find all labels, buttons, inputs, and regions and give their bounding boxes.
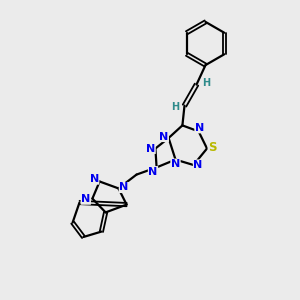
- Text: N: N: [194, 160, 202, 170]
- Text: N: N: [90, 174, 99, 184]
- Text: H: H: [171, 102, 179, 112]
- Text: N: N: [159, 131, 168, 142]
- Text: N: N: [119, 182, 128, 193]
- Text: N: N: [148, 167, 158, 177]
- Text: N: N: [146, 143, 155, 154]
- Text: N: N: [171, 159, 180, 169]
- Text: N: N: [195, 123, 204, 133]
- Text: N: N: [81, 194, 90, 204]
- Text: S: S: [208, 141, 217, 154]
- Text: H: H: [202, 78, 210, 88]
